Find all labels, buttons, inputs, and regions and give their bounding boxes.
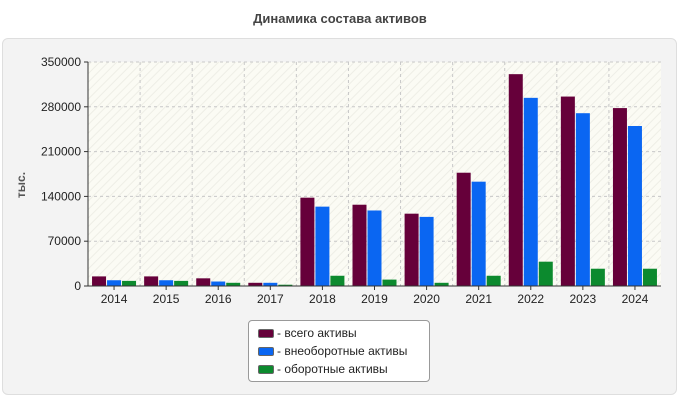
x-tick-label: 2014 bbox=[101, 292, 128, 306]
bar-2021-series-2 bbox=[471, 181, 486, 286]
bar-2014-series-1 bbox=[92, 276, 107, 286]
x-tick-label: 2017 bbox=[257, 292, 284, 306]
x-tick-label: 2020 bbox=[413, 292, 440, 306]
bar-2021-series-1 bbox=[456, 172, 471, 286]
y-tick-label: 210000 bbox=[41, 145, 81, 159]
bar-2015-series-2 bbox=[159, 280, 174, 286]
y-tick-label: 0 bbox=[74, 279, 81, 293]
bar-2024-series-2 bbox=[627, 126, 642, 286]
bar-2014-series-3 bbox=[122, 280, 137, 286]
bar-2015-series-1 bbox=[144, 276, 159, 286]
bar-2021-series-3 bbox=[486, 275, 501, 286]
bar-2015-series-3 bbox=[174, 280, 189, 286]
bar-2017-series-3 bbox=[278, 284, 293, 286]
x-tick-label: 2023 bbox=[570, 292, 597, 306]
legend-swatch bbox=[258, 328, 274, 338]
bar-2017-series-2 bbox=[263, 282, 278, 286]
bar-2019-series-3 bbox=[382, 279, 397, 286]
bar-2019-series-2 bbox=[367, 210, 382, 286]
legend-swatch bbox=[258, 346, 274, 356]
legend-label: - оборотные активы bbox=[277, 362, 388, 376]
bar-2019-series-1 bbox=[352, 204, 367, 286]
x-tick-label: 2018 bbox=[309, 292, 336, 306]
legend-label: - внеоборотные активы bbox=[277, 344, 408, 358]
x-tick-label: 2019 bbox=[361, 292, 388, 306]
y-tick-label: 70000 bbox=[48, 234, 82, 248]
bar-2018-series-1 bbox=[300, 197, 315, 286]
bar-2022-series-1 bbox=[508, 74, 523, 286]
x-tick-label: 2022 bbox=[517, 292, 544, 306]
chart-title: Динамика состава активов bbox=[253, 11, 427, 26]
bar-2022-series-3 bbox=[538, 261, 553, 286]
bar-2016-series-1 bbox=[196, 278, 211, 286]
legend-item-total-assets: - всего активы bbox=[258, 324, 429, 342]
legend-label: - всего активы bbox=[277, 326, 357, 340]
y-tick-label: 140000 bbox=[41, 189, 81, 203]
x-tick-label: 2021 bbox=[465, 292, 492, 306]
bar-2020-series-3 bbox=[434, 282, 449, 286]
bar-2018-series-2 bbox=[315, 206, 330, 286]
legend-item-current-assets: - оборотные активы bbox=[258, 360, 429, 378]
y-tick-label: 280000 bbox=[41, 100, 81, 114]
bar-2020-series-2 bbox=[419, 216, 434, 286]
bar-2024-series-1 bbox=[612, 108, 627, 286]
y-axis-label: тыс. bbox=[14, 171, 29, 199]
bar-2023-series-3 bbox=[590, 268, 605, 286]
y-tick-label: 350000 bbox=[41, 55, 81, 69]
bar-2023-series-2 bbox=[575, 113, 590, 286]
bar-2016-series-3 bbox=[226, 282, 241, 286]
bar-2022-series-2 bbox=[523, 97, 538, 286]
bar-2020-series-1 bbox=[404, 213, 419, 286]
bar-2024-series-3 bbox=[642, 268, 657, 286]
bar-2023-series-1 bbox=[560, 96, 575, 286]
legend-swatch bbox=[258, 364, 274, 374]
x-tick-label: 2016 bbox=[205, 292, 232, 306]
legend-item-noncurrent-assets: - внеоборотные активы bbox=[258, 342, 429, 360]
bar-2018-series-3 bbox=[330, 275, 345, 286]
bar-2016-series-2 bbox=[211, 281, 226, 286]
bar-2014-series-2 bbox=[107, 280, 122, 286]
x-tick-label: 2024 bbox=[622, 292, 649, 306]
bar-2017-series-1 bbox=[248, 282, 263, 286]
legend: - всего активы - внеоборотные активы - о… bbox=[248, 320, 430, 382]
x-tick-label: 2015 bbox=[153, 292, 180, 306]
